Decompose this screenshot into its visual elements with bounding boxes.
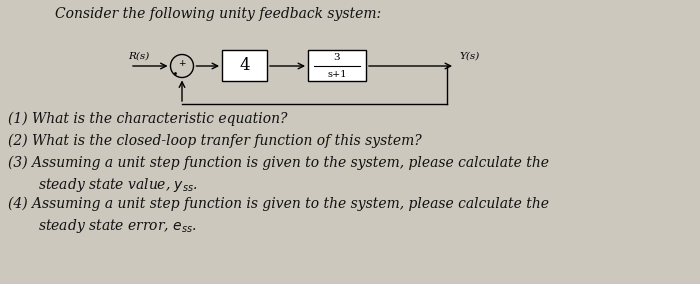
Text: Y(s): Y(s) (459, 52, 480, 61)
Text: steady state value, $y_{ss}$.: steady state value, $y_{ss}$. (38, 176, 198, 194)
Text: 4: 4 (239, 57, 250, 74)
Text: (2) What is the closed-loop tranfer function of this system?: (2) What is the closed-loop tranfer func… (8, 134, 421, 149)
Text: (4) Assuming a unit step function is given to the system, please calculate the: (4) Assuming a unit step function is giv… (8, 197, 549, 211)
Text: Consider the following unity feedback system:: Consider the following unity feedback sy… (55, 7, 381, 21)
Text: steady state error, $e_{ss}$.: steady state error, $e_{ss}$. (38, 217, 197, 235)
FancyBboxPatch shape (222, 51, 267, 82)
Text: +: + (178, 60, 186, 68)
FancyBboxPatch shape (308, 51, 366, 82)
Text: s+1: s+1 (328, 70, 346, 80)
Text: (3) Assuming a unit step function is given to the system, please calculate the: (3) Assuming a unit step function is giv… (8, 156, 549, 170)
Text: R(s): R(s) (128, 52, 149, 61)
Text: 3: 3 (334, 53, 340, 62)
Text: (1) What is the characteristic equation?: (1) What is the characteristic equation? (8, 112, 288, 126)
